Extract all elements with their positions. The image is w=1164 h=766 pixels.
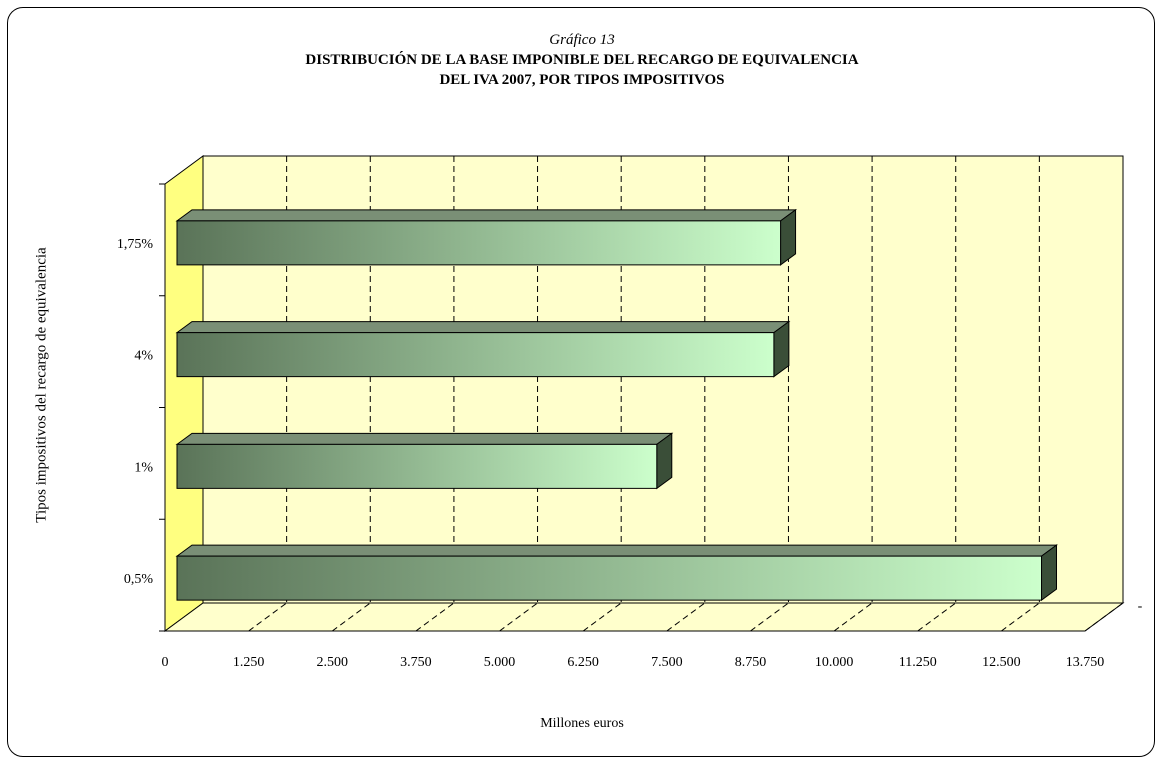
x-tick-label: 12.500 [982, 655, 1021, 670]
x-tick-label: 6.250 [567, 655, 599, 670]
x-tick-label: 1.250 [233, 655, 265, 670]
gridline-floor [750, 602, 789, 632]
x-tick-label: 11.250 [899, 655, 937, 670]
x-tick-label: 8.750 [735, 655, 767, 670]
bar-top-face [175, 432, 674, 445]
x-tick-label: 13.750 [1066, 655, 1105, 670]
bar-top-face [175, 544, 1059, 557]
y-tick-label: 4% [134, 349, 153, 364]
gridline-floor [248, 602, 287, 632]
y-tick-label: 0,5% [124, 572, 154, 587]
legend-marker: - [1138, 599, 1143, 614]
x-tick-label: 7.500 [651, 655, 683, 670]
chart-title-line-2: DEL IVA 2007, POR TIPOS IMPOSITIVOS [439, 72, 725, 88]
x-tick-label: 3.750 [400, 655, 432, 670]
bar [176, 443, 658, 489]
tick-labels: 1,75% 4% 1% 0,5% 0 1.250 2.500 3.750 5.000 6.250 7… [117, 237, 1143, 670]
bar [176, 555, 1043, 601]
gridline-floor [499, 602, 538, 632]
gridline-floor [1084, 602, 1124, 632]
x-tick-label: 10.000 [815, 655, 854, 670]
x-axis-label: Millones euros [540, 716, 624, 731]
axes [159, 183, 1085, 632]
y-tick-label: 1% [134, 460, 153, 475]
gridline-floor [666, 602, 706, 632]
bar-top-face [175, 321, 791, 334]
x-tick-label: 5.000 [484, 655, 516, 670]
y-axis-label: Tipos impositivos del recargo de equival… [33, 247, 50, 523]
gridline-floor [582, 602, 622, 632]
bar-top-face [175, 209, 798, 222]
gridline-floor [917, 602, 957, 632]
chart-number: Gráfico 13 [549, 32, 615, 48]
gridline-floor [1001, 602, 1040, 632]
chart-floor [163, 602, 1125, 632]
x-tick-label: 2.500 [317, 655, 349, 670]
gridline-floor [331, 602, 371, 632]
chart-title-block: Gráfico 13 DISTRIBUCIÓN DE LA BASE IMPON… [0, 30, 1164, 90]
y-tick-label: 1,75% [117, 237, 154, 252]
chart-title-line-1: DISTRIBUCIÓN DE LA BASE IMPONIBLE DEL RE… [305, 52, 859, 68]
bar [176, 332, 775, 378]
bars [175, 208, 1059, 602]
gridline-floor [415, 602, 455, 632]
bar [176, 220, 782, 266]
gridline-floor [833, 602, 873, 632]
x-tick-label: 0 [162, 655, 169, 670]
